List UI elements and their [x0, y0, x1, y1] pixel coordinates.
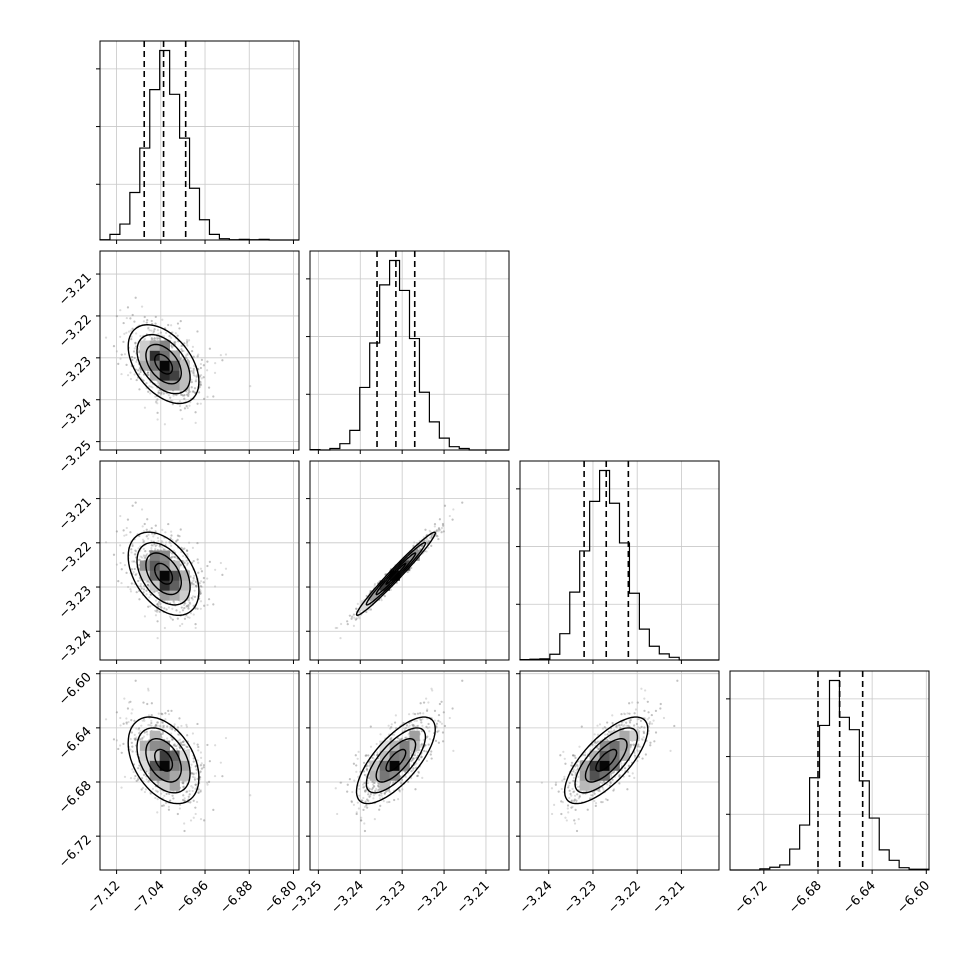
contour-3-0-1 — [145, 738, 183, 783]
y-tick-label-3-2: −6.64 — [56, 724, 95, 763]
x-tick-label-0-1: −7.04 — [129, 878, 168, 917]
histogram-panel-2 — [516, 460, 720, 661]
x-tick-label-2-2: −3.22 — [605, 878, 644, 917]
contour-3-2-0 — [595, 748, 618, 772]
x-tick-label-1-2: −3.23 — [370, 878, 409, 917]
scatter-panel-3-0 — [99, 670, 300, 871]
x-tick-label-1-4: −3.21 — [454, 878, 493, 917]
contour-2-1-3 — [355, 531, 437, 617]
y-tick-label-2-1: −3.23 — [56, 583, 95, 622]
histogram-panel-3 — [726, 670, 930, 871]
contour-3-2-3 — [564, 716, 649, 805]
x-tick-label-0-3: −6.88 — [217, 878, 256, 917]
x-tick-label-0-0: −7.12 — [85, 878, 124, 917]
contour-3-2-2 — [574, 727, 639, 794]
contour-3-0-2 — [136, 727, 191, 794]
x-tick-label-2-0: −3.24 — [517, 878, 556, 917]
contour-3-0-0 — [153, 748, 174, 772]
contour-2-0-1 — [145, 552, 183, 596]
y-tick-label-1-0: −3.25 — [56, 438, 95, 477]
contour-1-0-0 — [153, 353, 174, 375]
y-tick-label-1-2: −3.23 — [56, 354, 95, 393]
contour-2-1-2 — [365, 541, 427, 606]
y-tick-label-3-1: −6.68 — [56, 778, 95, 817]
y-tick-label-2-3: −3.21 — [56, 495, 95, 534]
x-tick-label-2-1: −3.23 — [561, 878, 600, 917]
scatter-panel-1-0 — [99, 250, 300, 451]
x-tick-label-1-3: −3.22 — [412, 878, 451, 917]
histogram-panel-0 — [96, 40, 300, 241]
histogram-2 — [519, 469, 719, 661]
y-tick-label-3-3: −6.60 — [56, 670, 95, 709]
scatter-panel-2-1 — [309, 460, 510, 661]
y-tick-label-1-3: −3.22 — [56, 312, 95, 351]
x-tick-label-2-3: −3.21 — [649, 878, 688, 917]
histogram-0 — [99, 49, 299, 241]
contour-3-1-0 — [385, 748, 407, 772]
histogram-1 — [309, 259, 509, 451]
y-tick-label-2-2: −3.22 — [56, 539, 95, 578]
x-tick-label-0-2: −6.96 — [173, 878, 212, 917]
y-tick-label-1-1: −3.24 — [56, 396, 95, 435]
x-tick-label-3-1: −6.68 — [786, 878, 825, 917]
scatter-panel-3-1 — [309, 670, 510, 871]
y-tick-label-3-0: −6.72 — [56, 832, 95, 871]
scatter-panel-3-2 — [519, 670, 720, 871]
y-tick-label-2-0: −3.24 — [56, 627, 95, 666]
contour-1-0-1 — [145, 343, 183, 385]
contour-2-0-3 — [127, 531, 200, 616]
scatter-panel-2-0 — [99, 460, 300, 661]
contour-3-1-3 — [355, 716, 436, 805]
histogram-panel-1 — [306, 250, 510, 451]
contour-1-0-3 — [127, 323, 200, 405]
contour-2-0-0 — [153, 562, 174, 585]
contour-3-2-1 — [584, 738, 628, 783]
contour-2-1-1 — [375, 552, 417, 596]
x-tick-label-3-3: −6.60 — [894, 878, 933, 917]
contour-1-0-2 — [136, 333, 191, 395]
contour-3-1-1 — [375, 738, 417, 783]
contour-2-0-2 — [136, 541, 191, 606]
contour-2-1-0 — [385, 562, 407, 586]
histogram-3 — [730, 679, 930, 871]
y-tick-label-1-4: −3.21 — [56, 270, 95, 309]
contour-3-0-3 — [127, 716, 200, 805]
contour-3-1-2 — [365, 727, 427, 794]
x-tick-label-1-1: −3.24 — [328, 878, 367, 917]
x-tick-label-3-2: −6.64 — [840, 878, 879, 917]
x-tick-label-3-0: −6.72 — [732, 878, 771, 917]
